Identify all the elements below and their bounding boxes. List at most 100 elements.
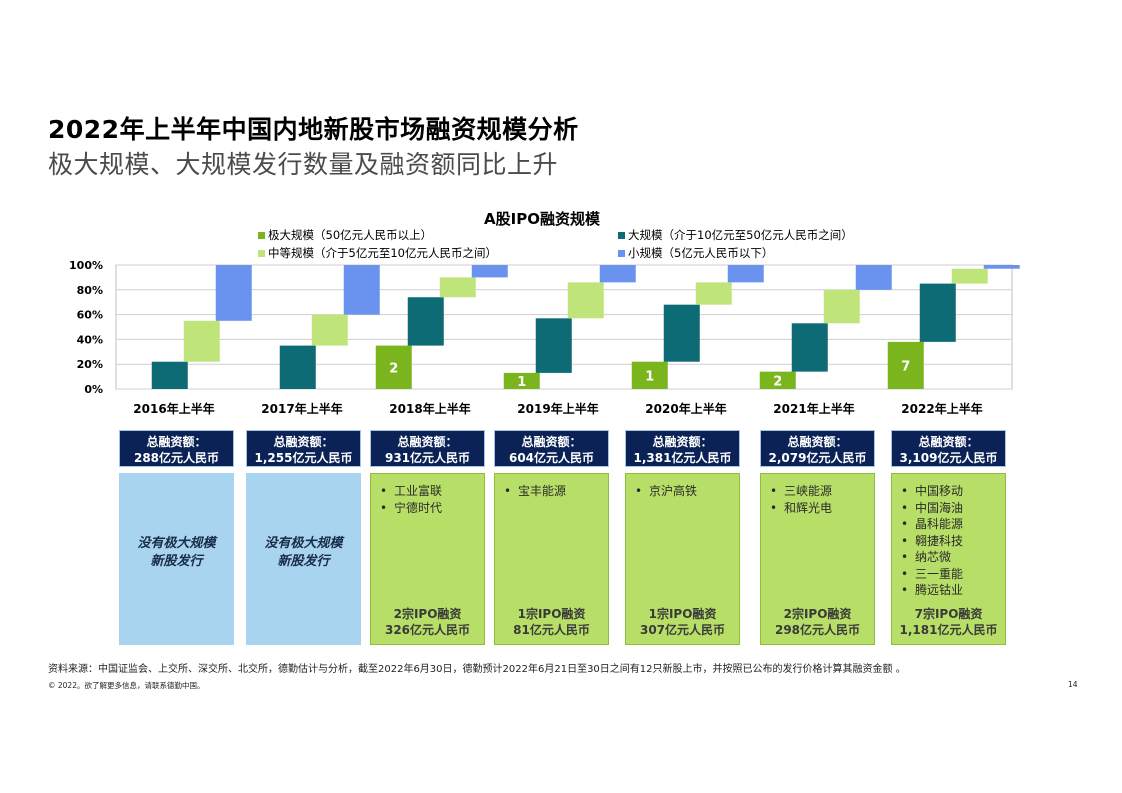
y-tick-label: 60% bbox=[77, 309, 103, 322]
legend-entry: 极大规模（50亿元人民币以上） bbox=[268, 228, 432, 242]
bar-segment bbox=[535, 318, 572, 373]
bar-segment bbox=[695, 282, 732, 305]
bar-segment bbox=[631, 361, 668, 389]
company-list-item: 中国海油 bbox=[901, 500, 963, 517]
summary-count: 2宗IPO融资 bbox=[393, 607, 462, 621]
card-summary: 1宗IPO融资 307亿元人民币 bbox=[626, 606, 739, 638]
legend-swatch bbox=[258, 232, 265, 239]
summary-count: 7宗IPO融资 bbox=[914, 607, 983, 621]
company-list-item: 翱捷科技 bbox=[901, 533, 963, 550]
note-line: 新股发行 bbox=[150, 554, 203, 569]
company-list-item: 工业富联 bbox=[380, 483, 442, 500]
card-summary: 1宗IPO融资 81亿元人民币 bbox=[495, 606, 608, 638]
bar-data-label: 7 bbox=[901, 359, 910, 374]
summary-amount: 1,181亿元人民币 bbox=[899, 623, 998, 637]
x-tick-label: 2022年上半年 bbox=[901, 401, 982, 416]
card-total-header: 总融资额： 3,109亿元人民币 bbox=[891, 430, 1006, 467]
summary-amount: 298亿元人民币 bbox=[774, 623, 861, 637]
card-total-label: 总融资额： bbox=[273, 435, 334, 449]
bar-segment bbox=[215, 265, 252, 321]
bar-segment bbox=[919, 283, 956, 342]
card-summary: 7宗IPO融资 1,181亿元人民币 bbox=[892, 606, 1005, 638]
x-tick-label: 2016年上半年 bbox=[133, 401, 214, 416]
card-total-label: 总融资额： bbox=[652, 435, 713, 449]
legend-swatch bbox=[618, 232, 625, 239]
card-total-label: 总融资额： bbox=[787, 435, 848, 449]
y-tick-label: 80% bbox=[77, 284, 103, 297]
legend-entry: 中等规模（介于5亿元至10亿元人民币之间） bbox=[268, 246, 497, 260]
bar-segment bbox=[567, 282, 604, 319]
card-total-amount: 3,109亿元人民币 bbox=[899, 451, 998, 465]
card-total-amount: 931亿元人民币 bbox=[384, 451, 471, 465]
copyright-note: © 2022。欲了解更多信息，请联系德勤中国。 bbox=[48, 681, 205, 690]
company-list: 京沪高铁 bbox=[635, 483, 697, 500]
card-body: 中国移动中国海油晶科能源翱捷科技纳芯微三一重能腾远钴业 7宗IPO融资 1,181亿… bbox=[891, 473, 1006, 645]
y-tick-label: 20% bbox=[77, 358, 103, 371]
bar-segment bbox=[951, 268, 988, 284]
note-line: 新股发行 bbox=[277, 554, 330, 569]
legend-entry: 大规模（介于10亿元至50亿元人民币之间） bbox=[628, 228, 853, 242]
card-total-label: 总融资额： bbox=[918, 435, 979, 449]
card-total-amount: 288亿元人民币 bbox=[133, 451, 220, 465]
card-summary: 2宗IPO融资 326亿元人民币 bbox=[371, 606, 484, 638]
x-tick-label: 2018年上半年 bbox=[389, 401, 470, 416]
bar-segment bbox=[855, 265, 892, 290]
bar-data-label: 1 bbox=[517, 375, 526, 390]
company-list-item: 三峡能源 bbox=[770, 483, 832, 500]
card-total-header: 总融资额： 931亿元人民币 bbox=[370, 430, 485, 467]
bar-data-label: 2 bbox=[773, 374, 782, 389]
x-tick-label: 2021年上半年 bbox=[773, 401, 854, 416]
summary-count: 1宗IPO融资 bbox=[517, 607, 586, 621]
bar-segment bbox=[791, 323, 828, 372]
bar-segment bbox=[439, 277, 476, 298]
bar-segment bbox=[375, 345, 412, 389]
note-line: 没有极大规模 bbox=[264, 536, 343, 551]
company-list-item: 三一重能 bbox=[901, 566, 963, 583]
bar-segment bbox=[471, 265, 508, 278]
company-list-item: 腾远钴业 bbox=[901, 582, 963, 599]
bar-segment bbox=[823, 289, 860, 324]
company-list: 中国移动中国海油晶科能源翱捷科技纳芯微三一重能腾远钴业 bbox=[901, 483, 963, 599]
company-list: 三峡能源和辉光电 bbox=[770, 483, 832, 516]
y-tick-label: 0% bbox=[84, 383, 103, 396]
bar-segment bbox=[599, 265, 636, 283]
card-total-header: 总融资额： 2,079亿元人民币 bbox=[760, 430, 875, 467]
company-list-item: 中国移动 bbox=[901, 483, 963, 500]
card-total-header: 总融资额： 1,255亿元人民币 bbox=[246, 430, 361, 467]
card-total-amount: 1,381亿元人民币 bbox=[633, 451, 732, 465]
bar-segment bbox=[727, 265, 764, 283]
card-total-label: 总融资额： bbox=[146, 435, 207, 449]
summary-count: 2宗IPO融资 bbox=[783, 607, 852, 621]
card-body: 三峡能源和辉光电 2宗IPO融资 298亿元人民币 bbox=[760, 473, 875, 645]
card-body: 工业富联宁德时代 2宗IPO融资 326亿元人民币 bbox=[370, 473, 485, 645]
card-body: 没有极大规模 新股发行 bbox=[119, 473, 234, 645]
x-tick-label: 2017年上半年 bbox=[261, 401, 342, 416]
summary-amount: 326亿元人民币 bbox=[384, 623, 471, 637]
bar-segment bbox=[279, 345, 316, 389]
page-subtitle: 极大规模、大规模发行数量及融资额同比上升 bbox=[48, 150, 559, 179]
bar-segment bbox=[503, 372, 540, 389]
card-total-amount: 2,079亿元人民币 bbox=[768, 451, 867, 465]
page-number: 14 bbox=[1068, 680, 1078, 689]
company-list-item: 纳芯微 bbox=[901, 549, 963, 566]
y-tick-label: 100% bbox=[69, 259, 103, 272]
card-total-header: 总融资额： 1,381亿元人民币 bbox=[625, 430, 740, 467]
card-total-header: 总融资额： 604亿元人民币 bbox=[494, 430, 609, 467]
card-summary: 2宗IPO融资 298亿元人民币 bbox=[761, 606, 874, 638]
company-list-item: 和辉光电 bbox=[770, 500, 832, 517]
bar-segment bbox=[887, 341, 924, 389]
company-list-item: 宁德时代 bbox=[380, 500, 442, 517]
bar-segment bbox=[311, 314, 348, 346]
bar-segment bbox=[759, 371, 796, 389]
legend-swatch bbox=[258, 250, 265, 257]
x-tick-label: 2019年上半年 bbox=[517, 401, 598, 416]
card-total-label: 总融资额： bbox=[521, 435, 582, 449]
company-list-item: 晶科能源 bbox=[901, 516, 963, 533]
legend-entry: 小规模（5亿元人民币以下） bbox=[628, 246, 773, 260]
bar-segment bbox=[663, 304, 700, 362]
bar-data-label: 1 bbox=[645, 369, 654, 384]
bar-segment bbox=[151, 361, 188, 389]
summary-amount: 81亿元人民币 bbox=[513, 623, 590, 637]
x-tick-label: 2020年上半年 bbox=[645, 401, 726, 416]
legend-swatch bbox=[618, 250, 625, 257]
